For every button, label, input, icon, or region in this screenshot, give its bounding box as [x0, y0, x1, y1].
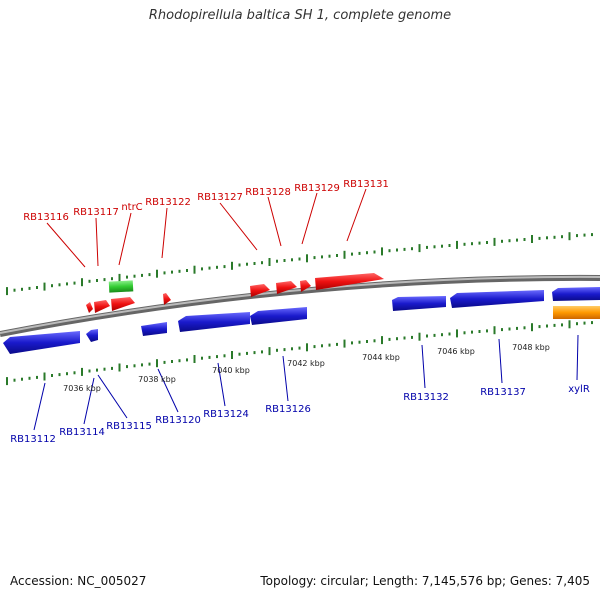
scale-label: 7048 kbp: [512, 343, 550, 352]
gene-label-reverse[interactable]: RB13126: [265, 404, 311, 415]
forward-genes: [86, 273, 384, 313]
gene-label-reverse[interactable]: RB13114: [59, 427, 105, 438]
gene-label-forward[interactable]: RB13131: [343, 179, 389, 190]
reverse-labels: RB13112 RB13114 RB13115 RB13120 RB13124 …: [10, 384, 590, 445]
scale-label: 7036 kbp: [63, 384, 101, 393]
gene-arrow-reverse[interactable]: [3, 331, 80, 354]
reverse-genes: [3, 287, 600, 354]
gene-arrow-forward[interactable]: [315, 273, 384, 290]
scale-label: 7040 kbp: [212, 366, 250, 375]
forward-tick-row: [6, 232, 593, 296]
scale-label: 7046 kbp: [437, 347, 475, 356]
gene-arrow-forward[interactable]: [111, 297, 135, 311]
gene-label-forward[interactable]: RB13128: [245, 187, 291, 198]
gene-label-reverse[interactable]: RB13120: [155, 415, 201, 426]
gene-arrow-forward[interactable]: [94, 300, 110, 313]
gene-label-forward[interactable]: RB13122: [145, 197, 191, 208]
gene-arrow-forward[interactable]: [300, 280, 311, 292]
genome-summary-text: Topology: circular; Length: 7,145,576 bp…: [260, 574, 590, 588]
gene-label-forward[interactable]: RB13116: [23, 212, 69, 223]
gene-label-reverse[interactable]: RB13112: [10, 434, 56, 445]
gene-label-forward[interactable]: ntrC: [121, 202, 142, 213]
gene-arrow-forward[interactable]: [250, 284, 270, 297]
gene-label-reverse[interactable]: RB13132: [403, 392, 449, 403]
gene-arrow-reverse[interactable]: [86, 329, 98, 342]
gene-label-reverse[interactable]: xylR: [568, 384, 590, 395]
gene-label-reverse[interactable]: RB13137: [480, 387, 526, 398]
accession-text: Accession: NC_005027: [10, 574, 147, 588]
reverse-label-leaders: [33, 334, 579, 431]
gene-label-reverse[interactable]: RB13124: [203, 409, 249, 420]
gene-arrow-reverse[interactable]: [141, 322, 167, 336]
gene-label-forward[interactable]: RB13129: [294, 183, 340, 194]
gene-arrow-forward[interactable]: [276, 281, 297, 294]
gene-rna[interactable]: [108, 280, 134, 293]
gene-arrow-forward[interactable]: [163, 293, 171, 305]
gene-label-forward[interactable]: RB13117: [73, 207, 119, 218]
forward-label-leaders: [46, 188, 367, 268]
scale-label: 7044 kbp: [362, 353, 400, 362]
genome-backbone-highlight: [0, 275, 600, 334]
map-title: Rhodopirellula baltica SH 1, complete ge…: [148, 8, 452, 23]
scale-label: 7042 kbp: [287, 359, 325, 368]
gene-arrow-reverse[interactable]: [178, 312, 250, 332]
gene-other[interactable]: [553, 306, 600, 319]
reverse-tick-row: [6, 320, 593, 386]
genome-backbone: [0, 274, 600, 337]
forward-labels: RB13116 RB13117 ntrC RB13122 RB13127 RB1…: [23, 179, 389, 223]
scale-label: 7038 kbp: [138, 375, 176, 384]
scale-labels: 7036 kbp 7038 kbp 7040 kbp 7042 kbp 7044…: [63, 343, 550, 393]
gene-arrow-reverse[interactable]: [392, 296, 446, 311]
gene-arrow-reverse[interactable]: [250, 307, 307, 325]
gene-arrow-forward[interactable]: [86, 302, 93, 313]
gene-arrow-reverse[interactable]: [450, 290, 544, 308]
gene-label-reverse[interactable]: RB13115: [106, 421, 152, 432]
gene-arrow-reverse[interactable]: [552, 287, 600, 301]
gene-label-forward[interactable]: RB13127: [197, 192, 243, 203]
